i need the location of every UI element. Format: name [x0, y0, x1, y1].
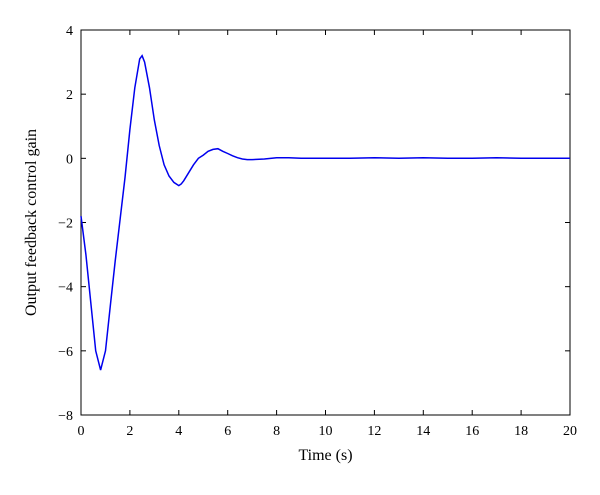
- tick-labels: 0 2 4 6 8 10 12 14 16 18 20 −8 −6 −4 −2 0 2 4: [58, 24, 577, 439]
- y-axis-label: Output feedback control gain: [23, 129, 40, 316]
- x-tick-label: 16: [465, 424, 479, 439]
- series-line: [80, 54, 570, 371]
- x-tick-label: 6: [224, 424, 231, 439]
- plot-area: [80, 29, 571, 416]
- axis-ticks: [80, 29, 571, 416]
- x-tick-label: 2: [126, 424, 133, 439]
- x-tick-label: 18: [514, 424, 528, 439]
- y-tick-label: 0: [66, 152, 73, 167]
- x-tick-label: 8: [273, 424, 280, 439]
- x-tick-label: 4: [175, 424, 182, 439]
- x-tick-label: 10: [319, 424, 333, 439]
- x-tick-label: 0: [78, 424, 85, 439]
- x-axis-label: Time (s): [298, 447, 352, 464]
- x-tick-label: 12: [367, 424, 381, 439]
- y-tick-label: −4: [58, 281, 73, 296]
- y-tick-label: −6: [58, 345, 73, 360]
- y-tick-label: 2: [66, 88, 73, 103]
- x-tick-label: 14: [416, 424, 430, 439]
- y-tick-label: −2: [58, 217, 73, 232]
- y-tick-label: 4: [66, 24, 73, 39]
- x-tick-label: 20: [563, 424, 577, 439]
- y-tick-label: −8: [58, 409, 73, 424]
